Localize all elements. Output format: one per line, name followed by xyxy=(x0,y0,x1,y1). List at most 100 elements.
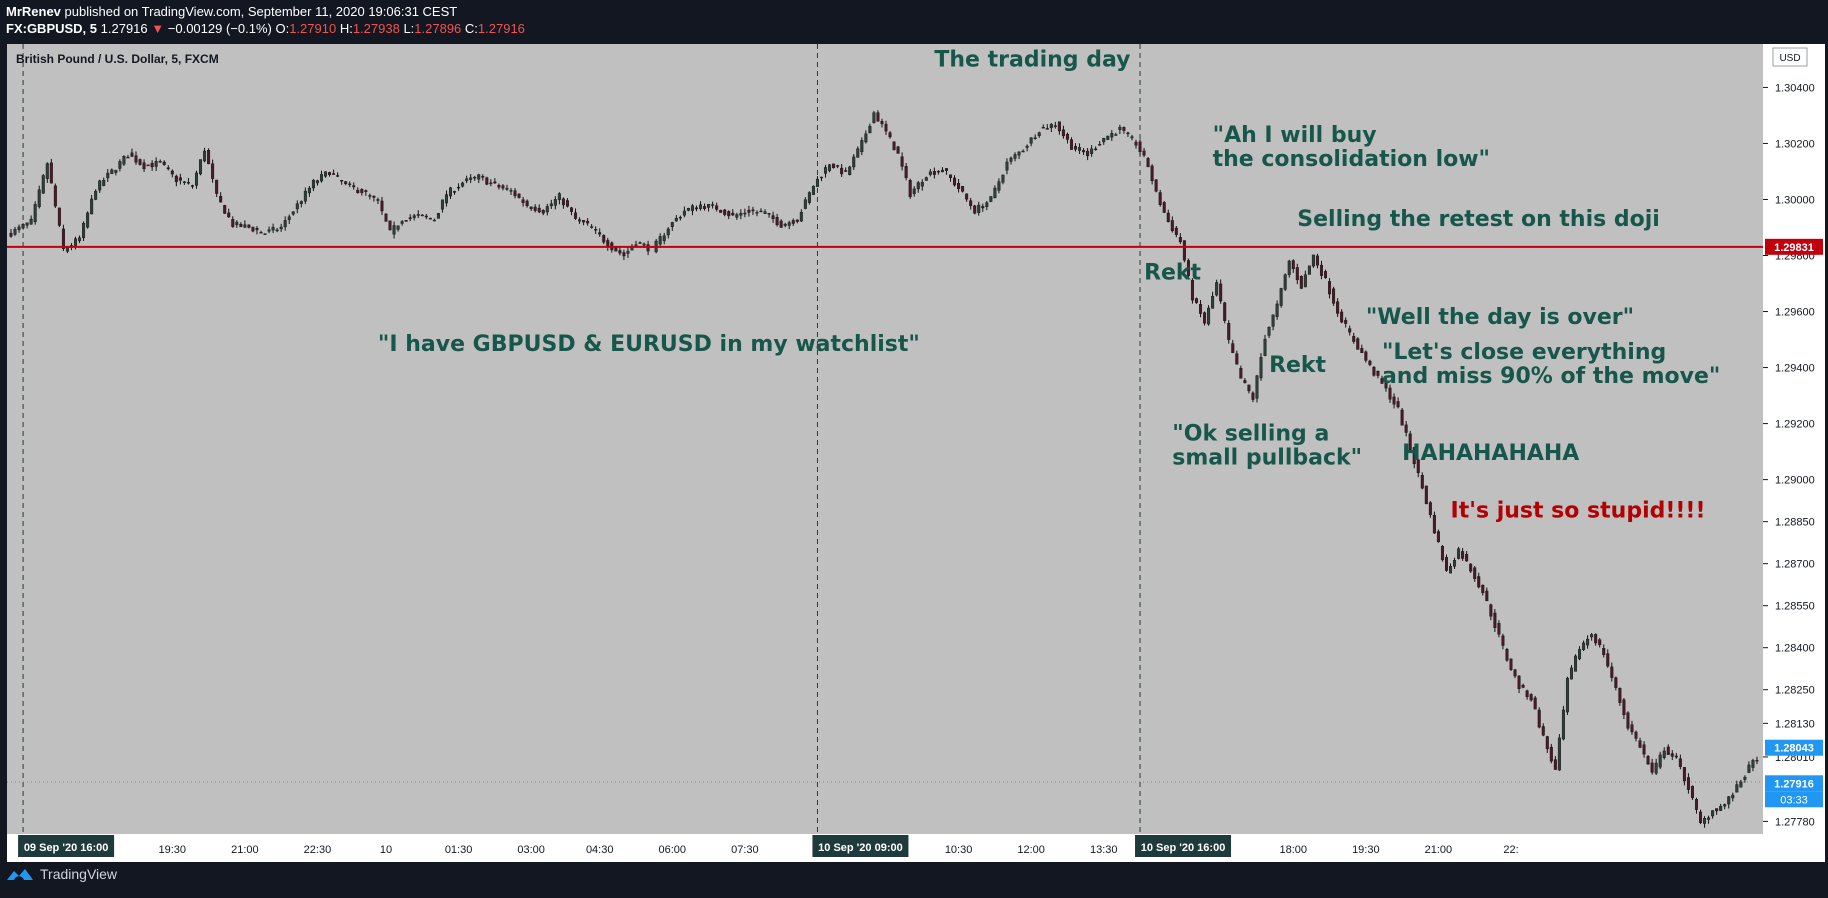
x-tick-label: 04:30 xyxy=(586,844,614,856)
candle-body xyxy=(1166,212,1170,223)
candle-body xyxy=(219,196,223,203)
candle-body xyxy=(98,180,102,191)
candle-body xyxy=(1259,357,1263,379)
candle-body xyxy=(1493,612,1497,628)
candle-body xyxy=(1707,817,1711,820)
candle-body xyxy=(283,220,287,228)
candle-body xyxy=(1344,319,1348,324)
author-name[interactable]: MrRenev xyxy=(6,4,61,19)
symbol-name[interactable]: FX:GBPUSD, 5 xyxy=(6,21,98,36)
candle-body xyxy=(1174,227,1178,235)
tradingview-logo-icon[interactable] xyxy=(6,866,34,882)
annotation-text: It's just so stupid!!!! xyxy=(1451,498,1706,523)
candle-body xyxy=(299,201,303,204)
candle-body xyxy=(344,181,348,184)
y-tick-label: 1.29400 xyxy=(1775,363,1815,375)
candle-body xyxy=(21,224,25,229)
footer-brand[interactable]: TradingView xyxy=(40,866,118,882)
current-price-tag-bg xyxy=(1765,775,1823,792)
candle-body xyxy=(1670,753,1674,757)
candle-body xyxy=(1352,335,1356,342)
candle-body xyxy=(1356,338,1360,350)
candle-body xyxy=(1315,255,1319,266)
candle-body xyxy=(735,214,739,218)
candle-body xyxy=(134,155,138,163)
candle-body xyxy=(461,182,465,187)
candle-body xyxy=(626,250,630,254)
candle-body xyxy=(1142,150,1146,156)
candle-body xyxy=(106,172,110,179)
candle-body xyxy=(888,132,892,138)
candle-body xyxy=(477,174,481,180)
candle-body xyxy=(166,167,170,170)
candle-body xyxy=(1614,677,1618,688)
price-axis[interactable] xyxy=(1763,44,1825,862)
candle-body xyxy=(819,176,823,179)
high-label: H: xyxy=(339,21,353,36)
currency-label: USD xyxy=(1779,53,1800,64)
candle-body xyxy=(908,180,912,197)
candle-body xyxy=(973,205,977,214)
candle-body xyxy=(9,232,13,237)
candle-body xyxy=(1065,133,1069,140)
candle-body xyxy=(1324,271,1328,279)
candle-body xyxy=(993,187,997,199)
candle-body xyxy=(348,183,352,186)
candle-body xyxy=(271,226,275,231)
candle-body xyxy=(1658,754,1662,768)
candle-body xyxy=(1485,590,1489,602)
x-highlight-bg xyxy=(1135,835,1232,857)
candle-body xyxy=(513,190,517,197)
candle-body xyxy=(368,195,372,197)
candle-body xyxy=(1674,755,1678,758)
annotation-text: Selling the retest on this doji xyxy=(1297,207,1660,232)
candle-body xyxy=(340,179,344,182)
candle-body xyxy=(1444,557,1448,571)
candle-body xyxy=(102,179,106,186)
candle-body xyxy=(1207,307,1211,325)
candle-body xyxy=(1449,566,1453,574)
candle-body xyxy=(545,206,549,213)
candle-body xyxy=(82,222,86,239)
y-tick-label: 1.30400 xyxy=(1775,82,1815,94)
price-tags: 1.29831 1.28043 1.27916 03:33 xyxy=(1765,238,1823,808)
candle-body xyxy=(207,150,211,165)
y-tick-label: 1.28850 xyxy=(1775,517,1815,529)
x-tick-label: 10 xyxy=(380,844,392,856)
candle-body xyxy=(259,231,263,234)
candle-body xyxy=(811,186,815,195)
candle-body xyxy=(1735,784,1739,793)
candle-body xyxy=(1061,129,1065,137)
candle-body xyxy=(981,206,985,209)
candle-body xyxy=(1404,424,1408,433)
x-highlight-label: 10 Sep '20 16:00 xyxy=(1141,842,1226,854)
candle-body xyxy=(1182,240,1186,261)
candle-body xyxy=(836,165,840,167)
candle-body xyxy=(1150,165,1154,182)
candle-body xyxy=(1461,551,1465,559)
candle-body xyxy=(33,204,37,223)
candle-body xyxy=(1420,475,1424,489)
candle-body xyxy=(832,163,836,169)
candle-body xyxy=(1199,304,1203,314)
candle-body xyxy=(319,174,323,182)
candle-body xyxy=(949,174,953,178)
candle-body xyxy=(860,140,864,153)
candle-body xyxy=(1630,724,1634,733)
candle-body xyxy=(1001,174,1005,183)
candle-body xyxy=(94,190,98,200)
candle-body xyxy=(436,213,440,219)
open-value: 1.27910 xyxy=(289,21,337,36)
candle-body xyxy=(1194,298,1198,303)
candle-body xyxy=(1509,658,1513,670)
candle-body xyxy=(1057,121,1061,132)
candle-body xyxy=(1416,459,1420,474)
candle-body xyxy=(1118,126,1122,130)
candle-body xyxy=(1715,808,1719,812)
candle-body xyxy=(1703,818,1707,824)
candle-body xyxy=(372,195,376,198)
candle-body xyxy=(364,190,368,192)
annotation-text: HAHAHAHAHA xyxy=(1402,441,1579,466)
candle-body xyxy=(182,181,186,183)
